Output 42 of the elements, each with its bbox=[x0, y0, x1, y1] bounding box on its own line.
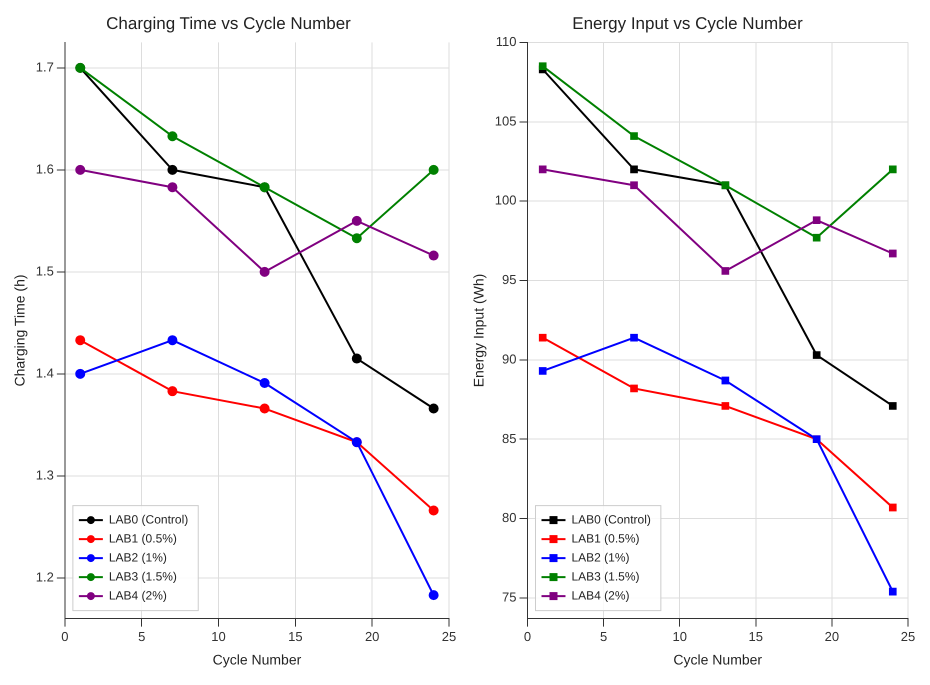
y-tick-label: 1.4 bbox=[36, 365, 54, 380]
y-tick-label: 75 bbox=[502, 590, 516, 605]
legend-label: LAB3 (1.5%) bbox=[108, 569, 177, 584]
legend-label: LAB4 (2%) bbox=[571, 588, 630, 602]
x-tick-label: 10 bbox=[211, 628, 226, 644]
y-tick-label: 105 bbox=[494, 113, 516, 128]
y-tick-label: 100 bbox=[494, 192, 516, 208]
legend-label: LAB1 (0.5%) bbox=[108, 531, 177, 546]
x-tick-label: 0 bbox=[524, 628, 532, 644]
x-tick-label: 25 bbox=[442, 628, 456, 644]
x-tick-label: 25 bbox=[900, 628, 916, 644]
x-tick-label: 5 bbox=[138, 628, 146, 644]
y-axis-title: Energy Input (Wh) bbox=[470, 274, 486, 388]
legend-label: LAB4 (2%) bbox=[108, 588, 167, 602]
y-tick-label: 1.3 bbox=[36, 467, 54, 482]
legend-label: LAB0 (Control) bbox=[108, 512, 188, 526]
y-tick-label: 85 bbox=[502, 430, 516, 446]
y-tick-label: 1.7 bbox=[36, 59, 54, 74]
chart-title: Energy Input vs Cycle Number bbox=[572, 14, 804, 33]
y-axis-title: Charging Time (h) bbox=[11, 274, 28, 387]
legend-label: LAB0 (Control) bbox=[571, 512, 651, 526]
y-tick-label: 95 bbox=[502, 272, 516, 288]
x-tick-label: 15 bbox=[748, 628, 764, 644]
x-axis-title: Cycle Number bbox=[673, 651, 762, 668]
legend-label: LAB2 (1%) bbox=[571, 550, 630, 564]
y-tick-label: 1.2 bbox=[36, 569, 54, 584]
x-tick-label: 0 bbox=[61, 628, 68, 644]
y-tick-label: 1.6 bbox=[36, 161, 54, 176]
x-tick-label: 20 bbox=[824, 628, 840, 644]
y-tick-label: 80 bbox=[502, 510, 516, 526]
legend-label: LAB2 (1%) bbox=[108, 550, 167, 564]
legend-label: LAB3 (1.5%) bbox=[571, 569, 640, 584]
x-tick-label: 15 bbox=[288, 628, 303, 644]
y-tick-label: 1.5 bbox=[36, 263, 54, 278]
legend-label: LAB1 (0.5%) bbox=[571, 531, 640, 546]
x-tick-label: 5 bbox=[600, 628, 608, 644]
x-tick-label: 20 bbox=[364, 628, 380, 644]
y-tick-label: 90 bbox=[502, 351, 516, 366]
y-tick-label: 110 bbox=[496, 34, 516, 49]
x-axis-title: Cycle Number bbox=[212, 651, 302, 668]
x-tick-label: 10 bbox=[672, 628, 687, 644]
chart-title: Charging Time vs Cycle Number bbox=[106, 14, 352, 33]
